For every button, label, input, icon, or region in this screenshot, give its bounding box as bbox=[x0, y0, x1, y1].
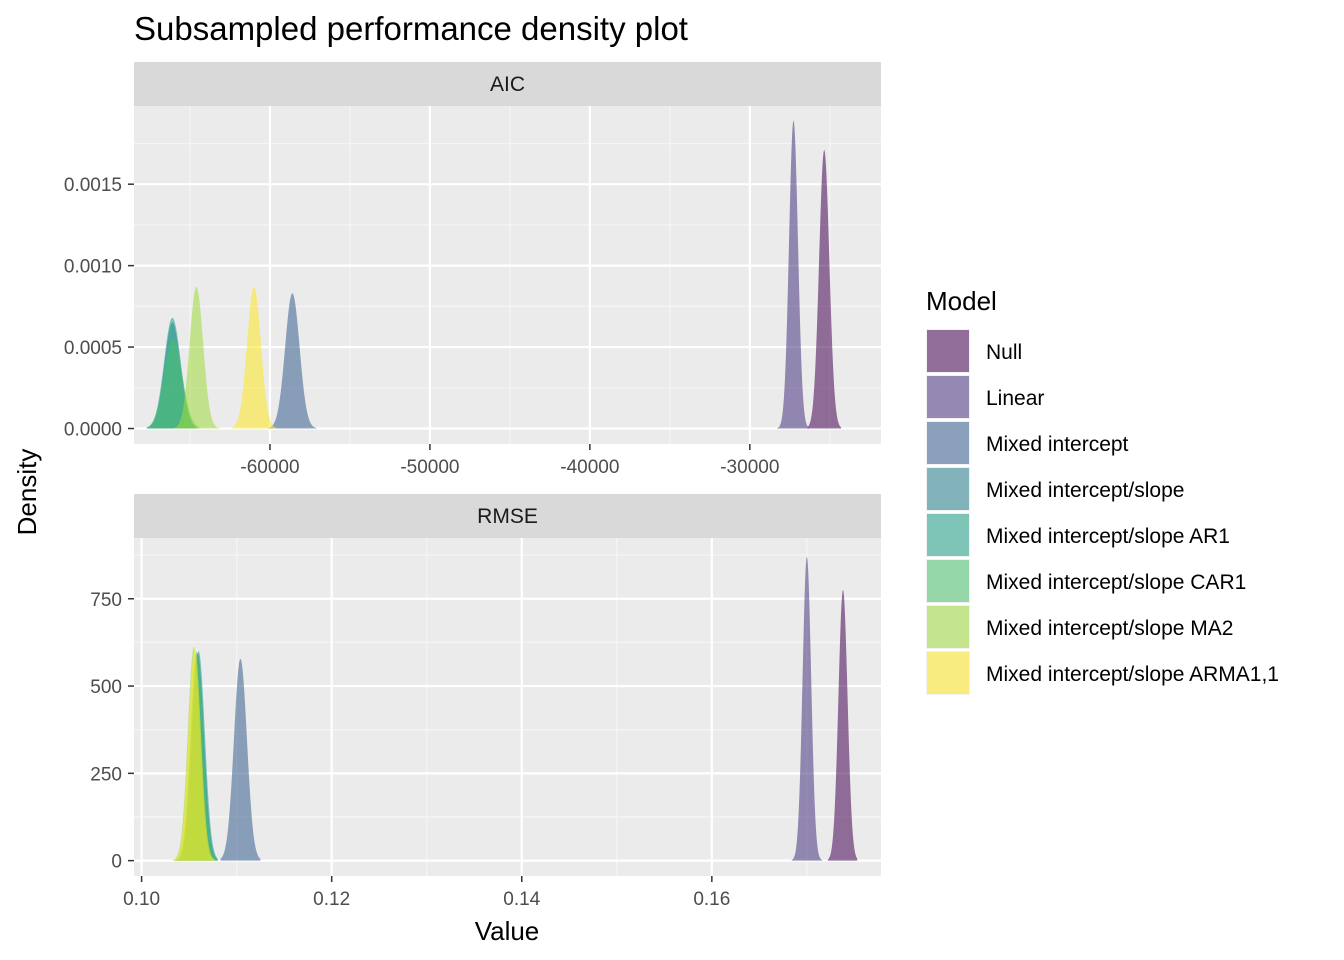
legend-item-mixed-intercept-slope-arma1-1: Mixed intercept/slope ARMA1,1 bbox=[926, 651, 1279, 695]
x-tick-label: -40000 bbox=[560, 457, 619, 478]
legend-label: Mixed intercept/slope AR1 bbox=[986, 525, 1230, 548]
x-tick-label: -30000 bbox=[720, 457, 779, 478]
legend-item-mixed-intercept-slope: Mixed intercept/slope bbox=[926, 467, 1184, 511]
legend-label: Mixed intercept/slope ARMA1,1 bbox=[986, 663, 1279, 686]
density-area-null bbox=[807, 149, 842, 429]
legend-swatch bbox=[927, 468, 969, 510]
y-tick-label: 0.0010 bbox=[64, 257, 122, 278]
x-axis-title: Value bbox=[475, 916, 540, 946]
legend-swatch bbox=[927, 330, 969, 372]
legend-swatch bbox=[927, 652, 969, 694]
density-area-null bbox=[827, 590, 858, 861]
legend-swatch bbox=[927, 422, 969, 464]
facet-strip-label: AIC bbox=[490, 73, 525, 96]
facet-aic: AIC -60000 -50000 -40000 -30000 0.0000 0.0005 0… bbox=[64, 62, 881, 478]
y-tick-label: 0.0005 bbox=[64, 338, 122, 359]
legend-label: Mixed intercept/slope MA2 bbox=[986, 617, 1233, 640]
density-area-linear bbox=[777, 120, 810, 429]
density-area-mixed-intercept-slope-arma1-1 bbox=[173, 649, 216, 861]
legend-item-mixed-intercept: Mixed intercept bbox=[926, 421, 1129, 465]
legend-label: Linear bbox=[986, 387, 1044, 410]
x-tick-label: 0.16 bbox=[693, 889, 730, 910]
chart-title: Subsampled performance density plot bbox=[134, 10, 688, 47]
y-tick-label: 0.0000 bbox=[64, 420, 122, 441]
legend-label: Mixed intercept bbox=[986, 433, 1129, 456]
y-tick-label: 250 bbox=[90, 764, 122, 785]
legend-item-mixed-intercept-slope-ar1: Mixed intercept/slope AR1 bbox=[926, 513, 1230, 557]
x-tick-label: -60000 bbox=[240, 457, 299, 478]
y-tick-label: 0 bbox=[111, 852, 122, 873]
legend-label: Mixed intercept/slope bbox=[986, 479, 1184, 502]
facet-rmse: RMSE 0.10 0.12 0.14 0.16 0 250 500 750 bbox=[90, 494, 881, 910]
legend-swatch bbox=[927, 606, 969, 648]
x-tick-label: -50000 bbox=[400, 457, 459, 478]
legend-title: Model bbox=[926, 286, 997, 316]
legend-swatch bbox=[927, 376, 969, 418]
legend-label: Mixed intercept/slope CAR1 bbox=[986, 571, 1246, 594]
legend-item-null: Null bbox=[926, 329, 1022, 373]
legend-swatch bbox=[927, 560, 969, 602]
y-axis-title: Density bbox=[12, 449, 42, 536]
density-area-mixed-intercept bbox=[220, 658, 261, 861]
legend-swatch bbox=[927, 514, 969, 556]
density-area-mixed-intercept-slope-ma2 bbox=[172, 286, 221, 429]
legend: Model Null Linear Mixed intercept Mixed int… bbox=[926, 286, 1279, 695]
density-area-mixed-intercept bbox=[268, 293, 317, 429]
legend-item-mixed-intercept-slope-car1: Mixed intercept/slope CAR1 bbox=[926, 559, 1246, 603]
facet-strip bbox=[134, 494, 881, 538]
density-area-linear bbox=[791, 556, 823, 861]
legend-item-mixed-intercept-slope-ma2: Mixed intercept/slope MA2 bbox=[926, 605, 1233, 649]
x-tick-label: 0.10 bbox=[123, 889, 160, 910]
y-tick-label: 500 bbox=[90, 677, 122, 698]
facet-strip-label: RMSE bbox=[477, 505, 538, 528]
facet-strip bbox=[134, 62, 881, 106]
x-tick-label: 0.14 bbox=[503, 889, 540, 910]
legend-label: Null bbox=[986, 341, 1022, 364]
legend-item-linear: Linear bbox=[926, 375, 1044, 419]
density-area-mixed-intercept-slope-arma1-1 bbox=[231, 286, 277, 429]
panel-background bbox=[134, 538, 881, 876]
y-tick-label: 750 bbox=[90, 590, 122, 611]
x-tick-label: 0.12 bbox=[313, 889, 350, 910]
y-tick-label: 0.0015 bbox=[64, 175, 122, 196]
